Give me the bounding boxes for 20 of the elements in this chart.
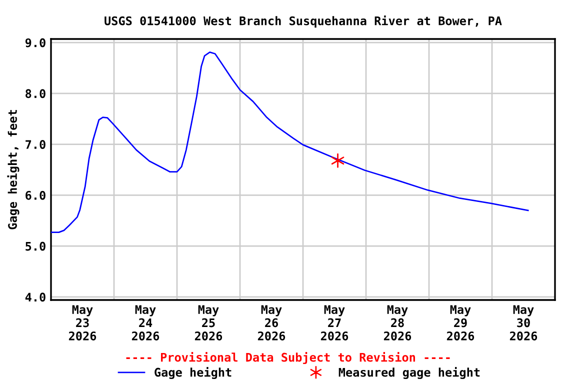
x-tick-label: May 28 2026	[384, 305, 412, 340]
line-series	[51, 52, 529, 234]
x-tick-label: May 29 2026	[446, 305, 474, 340]
y-axis-title: Gage height, feet	[7, 110, 20, 230]
chart-title: USGS 01541000 West Branch Susquehanna River at Bower, PA	[104, 16, 502, 28]
x-tick-label: May 25 2026	[194, 305, 222, 340]
x-tick-label: May 26 2026	[258, 305, 286, 340]
y-tick-label: 8.0	[26, 89, 46, 98]
y-tick-label: 6.0	[26, 190, 46, 200]
legend-label: Gage height	[154, 366, 232, 380]
text: ---- Provisional Data Subject to Revision ----	[126, 352, 450, 364]
x-tick-label: May 30 2026	[510, 305, 538, 340]
legend-label: Measured gage height	[338, 366, 480, 380]
y-tick-label: 4.0	[25, 292, 46, 302]
x-tick-label: May 24 2026	[132, 305, 160, 340]
y-tick-label: 7.0	[26, 140, 46, 149]
y-tick-label: 9.0	[25, 38, 46, 48]
x-tick-label: May 23 2026	[68, 305, 96, 340]
y-tick-label: 5.0	[26, 242, 46, 251]
x-tick-label: May 27 2026	[320, 305, 348, 340]
